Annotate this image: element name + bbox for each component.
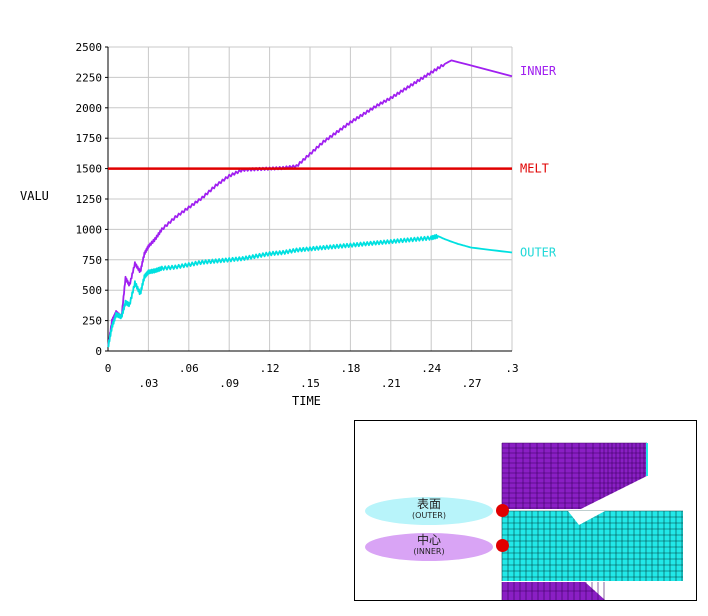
series-lines bbox=[107, 59, 513, 348]
y-tick-label: 1250 bbox=[76, 193, 103, 206]
y-tick-label: 2000 bbox=[76, 102, 103, 115]
mesh-diagram bbox=[501, 442, 683, 600]
y-tick-label: 1750 bbox=[76, 132, 103, 145]
mesh-upper-cut bbox=[581, 476, 647, 509]
outer-marker bbox=[496, 504, 509, 517]
inner-label-ellipse: 中心 (INNER) bbox=[365, 533, 493, 561]
x-tick-label: .24 bbox=[421, 362, 441, 375]
y-tick-label: 0 bbox=[95, 345, 102, 358]
y-tick-label: 750 bbox=[82, 254, 102, 267]
mesh-middle-region bbox=[501, 510, 683, 581]
mesh-inset-panel: 表面 (OUTER) 中心 (INNER) bbox=[354, 420, 697, 601]
x-tick-label: 0 bbox=[105, 362, 112, 375]
x-tick-label: .27 bbox=[462, 377, 482, 390]
y-tick-label: 1500 bbox=[76, 163, 103, 176]
x-tick-label: .3 bbox=[505, 362, 518, 375]
x-tick-label: .21 bbox=[381, 377, 401, 390]
y-tick-label: 500 bbox=[82, 284, 102, 297]
legend: INNER MELT OUTER bbox=[520, 64, 557, 260]
x-axis-label: TIME bbox=[292, 394, 321, 408]
legend-inner: INNER bbox=[520, 64, 557, 78]
y-tick-label: 2500 bbox=[76, 41, 103, 54]
y-tick-label: 1000 bbox=[76, 223, 103, 236]
series-line-outer bbox=[107, 233, 513, 348]
line-chart: 0 250 500 750 1000 1250 1500 1750 2000 2250 2500 0… bbox=[20, 41, 557, 408]
mesh-upper-fill bbox=[502, 443, 647, 509]
inner-label: 中心 bbox=[416, 533, 441, 547]
x-tick-label: .03 bbox=[138, 377, 158, 390]
mesh-lower-region bbox=[501, 582, 605, 600]
y-tick-label: 250 bbox=[82, 315, 102, 328]
inner-marker bbox=[496, 539, 509, 552]
grid bbox=[108, 46, 513, 351]
x-tick-label: .15 bbox=[300, 377, 320, 390]
mesh-middle-notch bbox=[568, 511, 605, 525]
outer-sublabel: (OUTER) bbox=[412, 511, 446, 520]
mesh-upper-region bbox=[501, 442, 648, 509]
x-tick-labels: 0 .06 .12 .18 .24 .3 .03 .09 .15 .21 .27 bbox=[105, 362, 519, 390]
x-tick-label: .18 bbox=[340, 362, 360, 375]
y-tick-labels: 0 250 500 750 1000 1250 1500 1750 2000 2250 2500 bbox=[76, 41, 108, 358]
mesh-middle-fill bbox=[502, 511, 683, 581]
inner-sublabel: (INNER) bbox=[413, 547, 445, 556]
x-tick-label: .09 bbox=[219, 377, 239, 390]
x-tick-label: .12 bbox=[260, 362, 280, 375]
legend-outer: OUTER bbox=[520, 246, 557, 260]
outer-label-ellipse: 表面 (OUTER) bbox=[365, 497, 493, 525]
x-tick-label: .06 bbox=[179, 362, 199, 375]
legend-melt: MELT bbox=[520, 162, 549, 176]
y-axis-label: VALU bbox=[20, 189, 49, 203]
outer-label: 表面 bbox=[416, 497, 441, 511]
y-tick-label: 2250 bbox=[76, 71, 103, 84]
